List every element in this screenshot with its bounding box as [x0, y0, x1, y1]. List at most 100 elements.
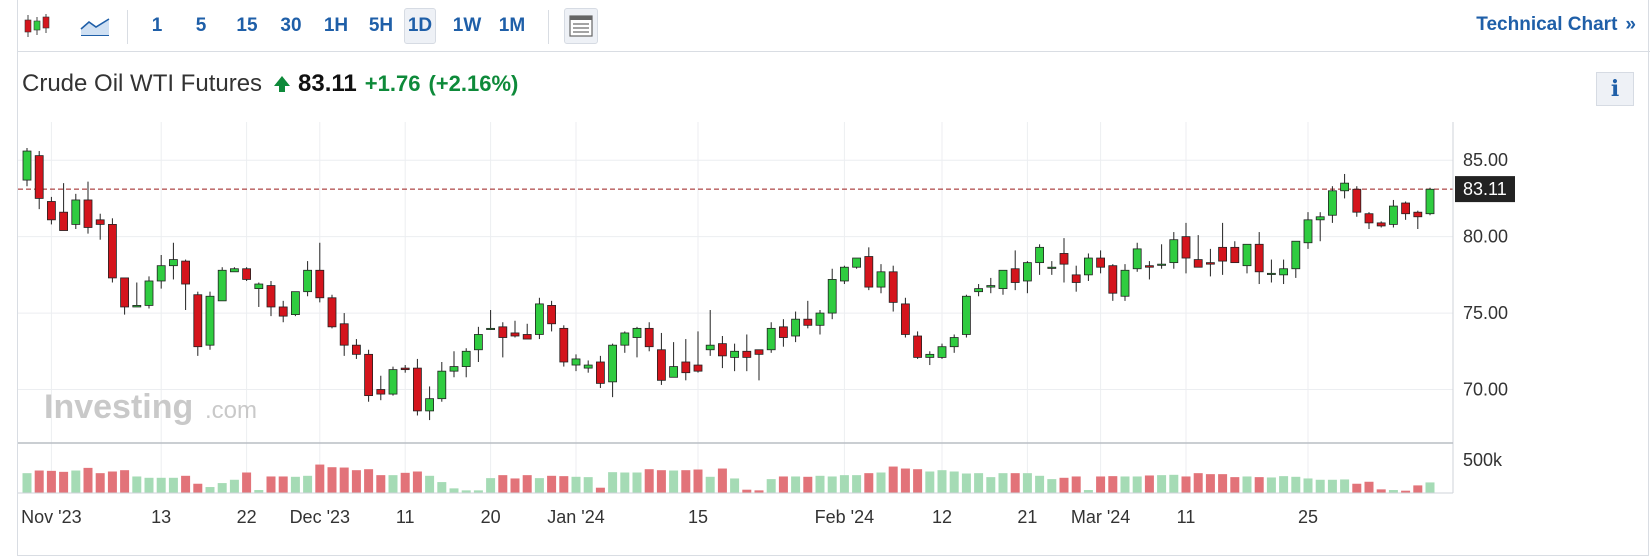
candle-body	[632, 327, 642, 338]
candle-body	[473, 334, 483, 351]
volume-bar	[315, 464, 325, 493]
candle-body	[644, 327, 654, 348]
candle-body	[1096, 257, 1105, 268]
candle-body	[34, 155, 44, 199]
candle-body	[132, 305, 142, 308]
candle-body	[181, 260, 191, 285]
candle-body	[522, 334, 532, 340]
candle-body	[83, 199, 93, 228]
volume-bar	[156, 477, 166, 493]
volume-bar	[449, 488, 459, 493]
candle-body	[986, 285, 996, 288]
volume-bar	[181, 475, 191, 493]
candles	[22, 147, 1435, 421]
up-arrow-icon	[274, 76, 291, 92]
interval-1[interactable]: 1	[151, 15, 163, 36]
candle-body	[815, 312, 825, 326]
volume-bar	[644, 469, 654, 493]
candle-body	[1425, 188, 1435, 215]
last-price: 83.11	[298, 70, 357, 97]
volume-bar	[717, 468, 727, 493]
volume-bar	[437, 482, 447, 493]
volume-bar	[1352, 483, 1362, 493]
volume-bar	[998, 473, 1008, 493]
candlestick-icon[interactable]	[20, 8, 54, 44]
volume-bar	[1193, 473, 1203, 493]
volume-bar	[522, 475, 532, 493]
volume-bar	[303, 475, 313, 493]
candle-body	[730, 350, 739, 358]
volume-bar	[1242, 476, 1252, 493]
volume-bar	[461, 490, 471, 493]
grid	[18, 122, 1453, 493]
interval-1m[interactable]: 1M	[498, 15, 526, 36]
interval-1w[interactable]: 1W	[452, 15, 482, 36]
candle-body	[705, 344, 715, 351]
candle-body	[47, 201, 56, 221]
candle-body	[693, 364, 703, 372]
volume-bar	[839, 475, 849, 493]
candle-body	[71, 199, 81, 225]
instrument-header: Crude Oil WTI Futures 83.11 +1.76 (+2.16…	[22, 70, 518, 98]
candle-body	[1291, 240, 1301, 270]
volume-bar	[1315, 479, 1325, 493]
layout-icon[interactable]	[564, 8, 598, 44]
candle-body	[852, 257, 861, 268]
candle-body	[1047, 266, 1057, 269]
candle-body	[315, 269, 325, 299]
volume-bar	[961, 473, 971, 493]
candle-body	[254, 283, 264, 290]
interval-5h[interactable]: 5H	[368, 15, 394, 36]
candle-body	[242, 268, 252, 280]
interval-5[interactable]: 5	[195, 15, 207, 36]
candle-body	[1035, 246, 1044, 264]
candle-body	[1084, 257, 1093, 276]
volume-bar	[559, 476, 569, 493]
candle-body	[229, 268, 239, 273]
y-tick-label: 80.00	[1463, 227, 1508, 247]
toolbar-divider	[548, 10, 549, 44]
candle-body	[290, 291, 300, 315]
interval-15[interactable]: 15	[236, 15, 258, 36]
price-change: +1.76	[364, 71, 421, 96]
candle-body	[571, 358, 581, 366]
candle-body	[22, 150, 32, 181]
volume-bar	[1010, 473, 1020, 493]
candle-body	[156, 265, 166, 282]
volume-bar	[34, 470, 44, 493]
volume-bar	[693, 469, 703, 493]
y-tick-label: 85.00	[1463, 150, 1508, 170]
volume-bars	[22, 464, 1435, 493]
volume-bar	[120, 470, 130, 493]
interval-30[interactable]: 30	[280, 15, 302, 36]
candle-body	[1181, 236, 1191, 259]
volume-bar	[937, 470, 947, 493]
technical-chart-link[interactable]: Technical Chart »	[1476, 14, 1636, 36]
candle-body	[1328, 190, 1337, 216]
interval-1d[interactable]: 1D	[404, 8, 436, 44]
candle-body	[1108, 265, 1118, 294]
volume-bar	[278, 476, 288, 493]
candle-body	[913, 335, 922, 358]
y-tick-label: 70.00	[1463, 380, 1508, 400]
candle-body	[1401, 202, 1410, 215]
candle-body	[193, 294, 203, 348]
volume-bar	[595, 487, 605, 493]
volume-bar	[608, 472, 618, 493]
candle-body	[1376, 222, 1386, 227]
volume-bar	[400, 472, 410, 493]
volume-bar	[1266, 477, 1276, 493]
candle-body	[559, 327, 569, 363]
axes: 85.00 80.00 75.00 70.00 500k Nov '23 13 22 Dec '…	[18, 122, 1508, 527]
area-chart-icon[interactable]	[78, 8, 112, 44]
volume-bar	[974, 473, 984, 493]
volume-bar	[1388, 490, 1398, 493]
volume-bar	[1303, 478, 1313, 493]
info-button[interactable]: i	[1596, 72, 1634, 106]
volume-bar	[815, 475, 825, 493]
candle-body	[339, 323, 349, 346]
volume-bar	[1096, 476, 1106, 493]
candle-body	[1279, 268, 1288, 276]
interval-1h[interactable]: 1H	[323, 15, 349, 36]
